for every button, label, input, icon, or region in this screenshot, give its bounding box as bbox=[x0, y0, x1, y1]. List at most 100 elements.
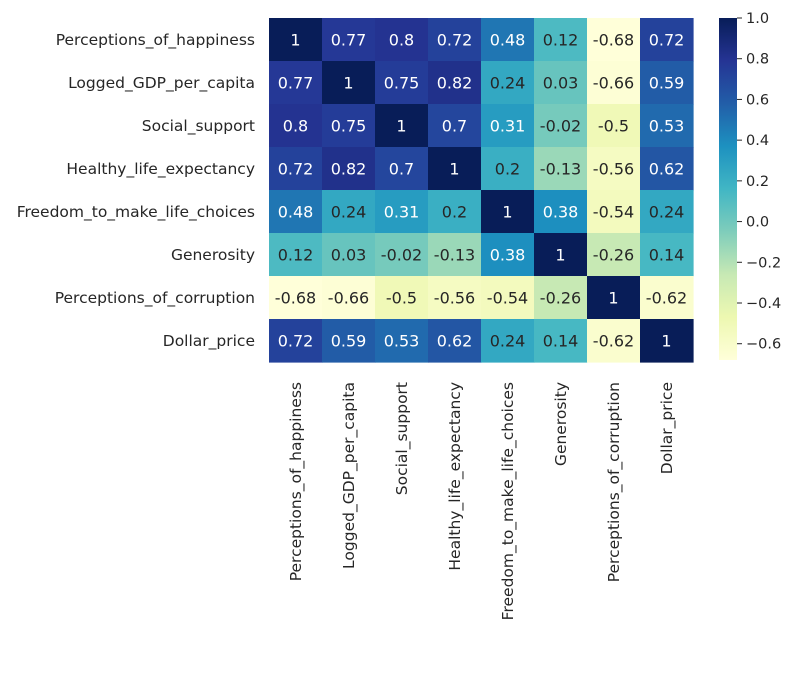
heatmap-cell bbox=[481, 190, 535, 234]
heatmap-cell bbox=[587, 18, 641, 62]
row-label: Healthy_life_expectancy bbox=[66, 160, 255, 179]
heatmap-cell bbox=[534, 233, 588, 277]
cell-value-label: -0.66 bbox=[593, 74, 634, 93]
cell-value-label: -0.68 bbox=[275, 289, 316, 308]
colorbar-tick-label: 0.8 bbox=[746, 52, 769, 68]
cell-value-label: 0.59 bbox=[649, 74, 685, 93]
heatmap-cell bbox=[481, 147, 535, 191]
cell-value-label: 0.03 bbox=[331, 246, 367, 265]
cell-value-label: -0.56 bbox=[593, 160, 634, 179]
heatmap-cell bbox=[587, 276, 641, 320]
colorbar-tick-label: 0.6 bbox=[746, 92, 769, 108]
heatmap-cell bbox=[640, 276, 694, 320]
column-label: Social_support bbox=[393, 382, 412, 495]
column-label: Healthy_life_expectancy bbox=[446, 382, 465, 571]
cell-value-label: 0.24 bbox=[490, 332, 526, 351]
heatmap-cell bbox=[428, 104, 482, 148]
heatmap-cells: 1 0.77 0.8 0.72 0.48 0.12 -0.68 0.72 0.77 1 0.75 0.… bbox=[269, 18, 694, 363]
heatmap-cell bbox=[428, 276, 482, 320]
heatmap-cell bbox=[640, 61, 694, 105]
cell-value-label: 0.82 bbox=[437, 74, 473, 93]
cell-value-label: -0.02 bbox=[381, 246, 422, 265]
heatmap-cell bbox=[322, 190, 376, 234]
heatmap-cell bbox=[587, 61, 641, 105]
heatmap-cell bbox=[322, 319, 376, 363]
cell-value-label: 0.77 bbox=[331, 31, 367, 50]
heatmap-cell bbox=[534, 18, 588, 62]
cell-value-label: -0.02 bbox=[540, 117, 581, 136]
heatmap-cell bbox=[481, 276, 535, 320]
cell-value-label: -0.13 bbox=[540, 160, 581, 179]
cell-value-label: 0.62 bbox=[437, 332, 473, 351]
row-label: Freedom_to_make_life_choices bbox=[17, 203, 255, 222]
row-label: Social_support bbox=[142, 117, 255, 136]
cell-value-label: 1 bbox=[290, 31, 300, 50]
cell-value-label: -0.26 bbox=[593, 246, 634, 265]
heatmap-cell bbox=[534, 104, 588, 148]
heatmap-cell bbox=[428, 147, 482, 191]
cell-value-label: 0.8 bbox=[389, 31, 414, 50]
cell-value-label: 0.62 bbox=[649, 160, 685, 179]
heatmap-cell bbox=[587, 190, 641, 234]
cell-value-label: -0.13 bbox=[434, 246, 475, 265]
cell-value-label: -0.54 bbox=[593, 203, 634, 222]
cell-value-label: -0.66 bbox=[328, 289, 369, 308]
cell-value-label: 0.12 bbox=[278, 246, 314, 265]
cell-value-label: 1 bbox=[608, 289, 618, 308]
cell-value-label: 0.7 bbox=[389, 160, 414, 179]
cell-value-label: -0.68 bbox=[593, 31, 634, 50]
colorbar-tick-label: −0.4 bbox=[746, 296, 781, 312]
heatmap-cell bbox=[640, 104, 694, 148]
cell-value-label: 0.31 bbox=[490, 117, 526, 136]
cell-value-label: 0.24 bbox=[331, 203, 367, 222]
cell-value-label: 0.59 bbox=[331, 332, 367, 351]
heatmap-cell bbox=[428, 190, 482, 234]
column-label: Logged_GDP_per_capita bbox=[340, 382, 359, 569]
cell-value-label: 1 bbox=[449, 160, 459, 179]
heatmap-cell bbox=[587, 104, 641, 148]
colorbar-ticks: 1.0 0.8 0.6 0.4 0.2 0.0 −0.2 −0.4 −0.6 bbox=[737, 11, 781, 353]
heatmap-cell bbox=[322, 104, 376, 148]
heatmap-cell bbox=[269, 61, 323, 105]
cell-value-label: 0.77 bbox=[278, 74, 314, 93]
heatmap-cell bbox=[481, 233, 535, 277]
colorbar-tick-label: 0.2 bbox=[746, 174, 769, 190]
colorbar-tick-label: −0.6 bbox=[746, 337, 781, 353]
column-label: Freedom_to_make_life_choices bbox=[499, 382, 518, 620]
cell-value-label: -0.26 bbox=[540, 289, 581, 308]
row-label: Perceptions_of_happiness bbox=[56, 31, 255, 50]
colorbar-tick-label: 0.4 bbox=[746, 133, 769, 149]
heatmap-cell bbox=[269, 319, 323, 363]
cell-value-label: 0.75 bbox=[331, 117, 367, 136]
heatmap-cell bbox=[375, 147, 429, 191]
heatmap-cell bbox=[322, 147, 376, 191]
cell-value-label: 0.72 bbox=[278, 160, 314, 179]
heatmap-cell bbox=[587, 319, 641, 363]
colorbar-tick-label: 0.0 bbox=[746, 215, 769, 231]
heatmap-cell bbox=[428, 18, 482, 62]
heatmap-cell bbox=[322, 276, 376, 320]
cell-value-label: -0.62 bbox=[593, 332, 634, 351]
cell-value-label: 1 bbox=[502, 203, 512, 222]
cell-value-label: 0.24 bbox=[490, 74, 526, 93]
cell-value-label: 0.72 bbox=[649, 31, 685, 50]
heatmap-cell bbox=[428, 319, 482, 363]
cell-value-label: 0.48 bbox=[490, 31, 526, 50]
cell-value-label: 0.48 bbox=[278, 203, 314, 222]
column-label: Perceptions_of_happiness bbox=[287, 382, 306, 581]
heatmap-cell bbox=[640, 233, 694, 277]
cell-value-label: 0.7 bbox=[442, 117, 467, 136]
row-label: Dollar_price bbox=[163, 332, 255, 351]
heatmap-cell bbox=[375, 233, 429, 277]
heatmap-cell bbox=[587, 233, 641, 277]
heatmap-cell bbox=[375, 104, 429, 148]
heatmap-cell bbox=[269, 190, 323, 234]
heatmap-cell bbox=[481, 104, 535, 148]
cell-value-label: -0.54 bbox=[487, 289, 528, 308]
heatmap-cell bbox=[534, 190, 588, 234]
row-label: Generosity bbox=[171, 246, 255, 264]
column-label: Generosity bbox=[552, 382, 570, 466]
cell-value-label: 1 bbox=[343, 74, 353, 93]
cell-value-label: 0.31 bbox=[384, 203, 420, 222]
